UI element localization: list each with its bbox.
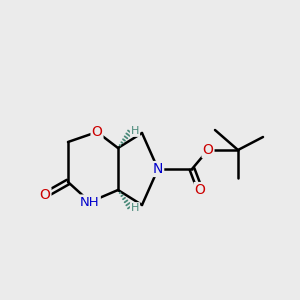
Text: H: H [131, 126, 139, 136]
Text: O: O [92, 125, 102, 139]
Text: N: N [153, 162, 163, 176]
Text: O: O [202, 143, 213, 157]
Text: O: O [40, 188, 50, 202]
Text: O: O [195, 183, 206, 197]
Text: NH: NH [80, 196, 100, 208]
Text: H: H [131, 203, 139, 213]
